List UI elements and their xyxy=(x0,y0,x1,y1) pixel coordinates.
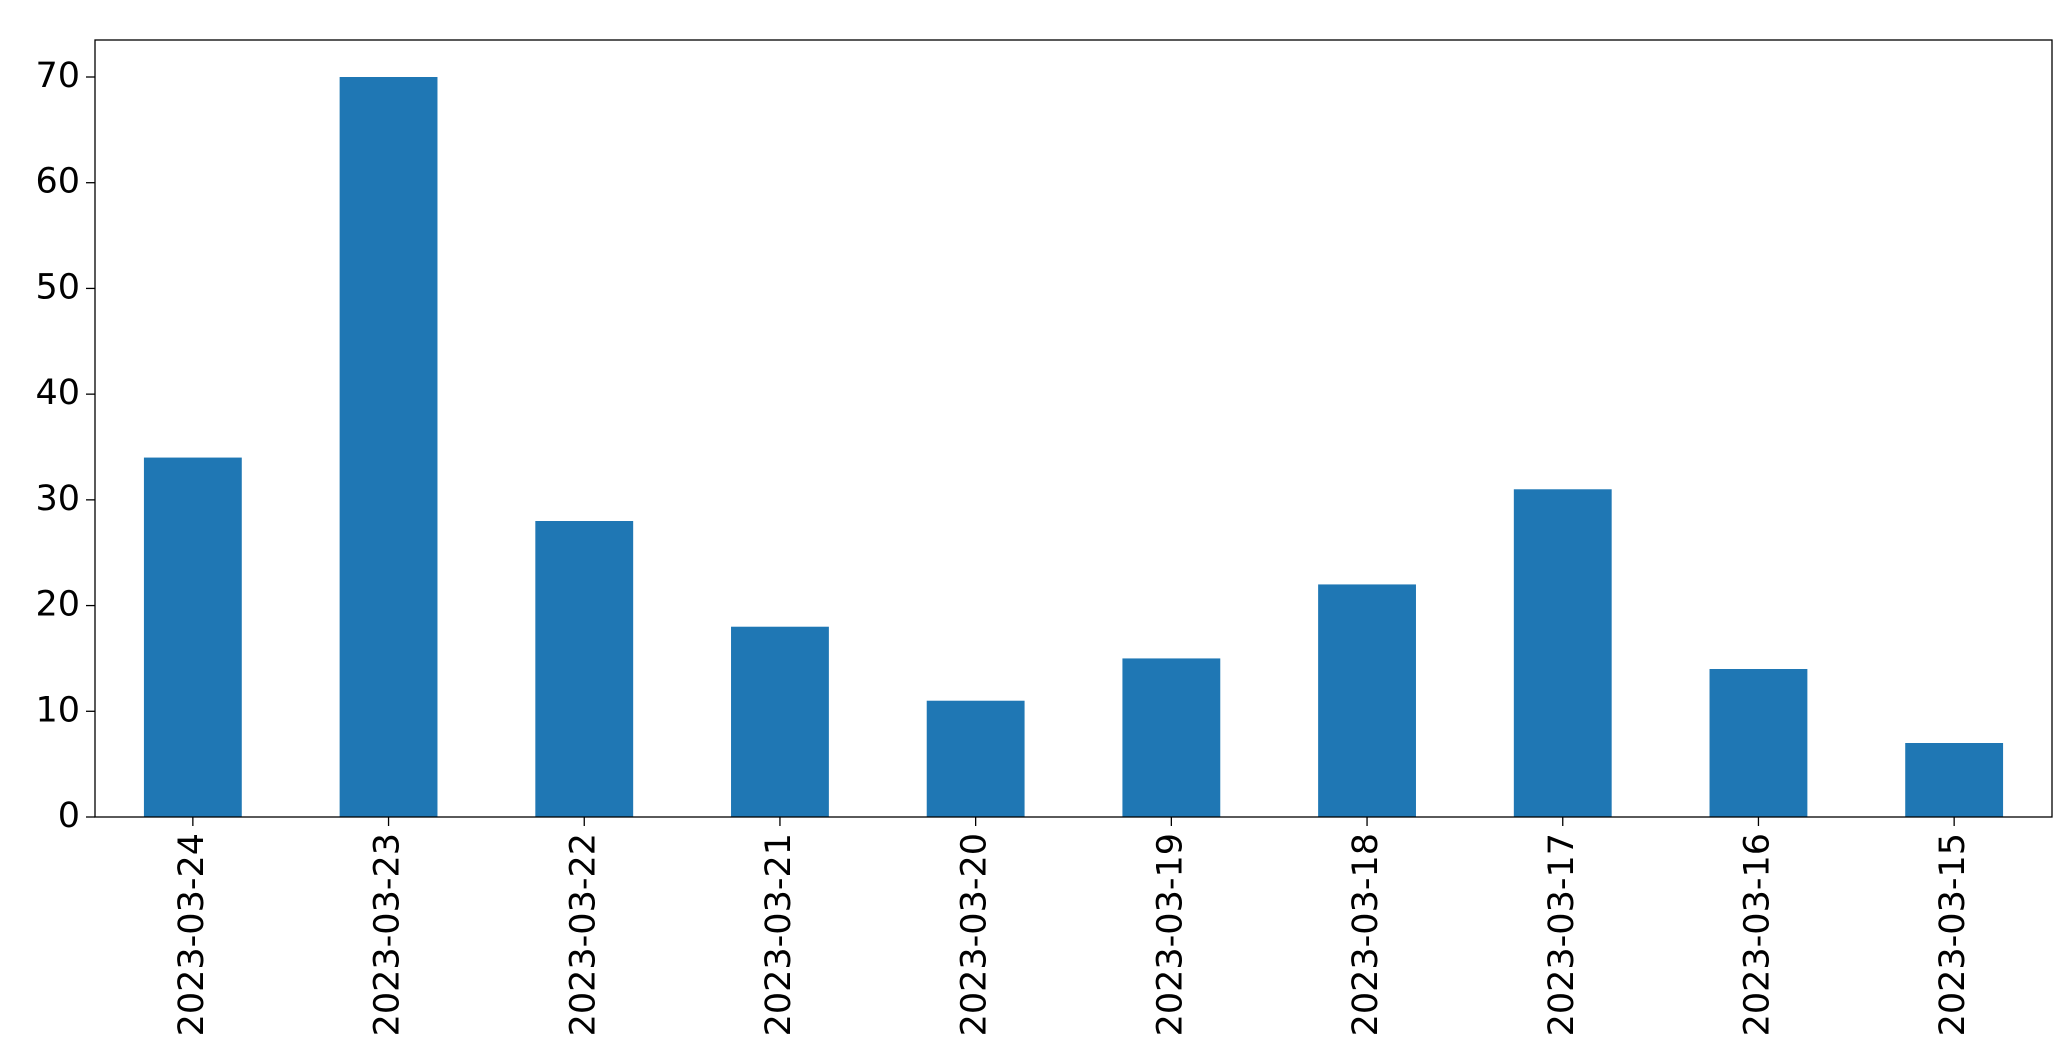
bar xyxy=(1318,584,1416,817)
y-tick-label: 50 xyxy=(35,267,80,307)
x-tick-label: 2023-03-18 xyxy=(1346,833,1386,1036)
x-tick-label: 2023-03-22 xyxy=(563,833,603,1036)
y-tick-label: 10 xyxy=(35,690,80,730)
x-tick-label: 2023-03-21 xyxy=(759,833,799,1036)
bar xyxy=(1905,743,2004,817)
x-tick-label: 2023-03-16 xyxy=(1737,833,1777,1036)
x-tick-label: 2023-03-15 xyxy=(1933,833,1973,1036)
y-tick-label: 40 xyxy=(35,373,80,413)
y-tick-label: 0 xyxy=(58,796,80,836)
bar xyxy=(926,700,1025,817)
bar xyxy=(535,521,634,817)
bar xyxy=(143,457,242,817)
x-tick-label: 2023-03-23 xyxy=(368,833,408,1036)
y-tick-label: 60 xyxy=(35,162,80,202)
y-tick-label: 20 xyxy=(35,585,80,625)
y-tick-label: 30 xyxy=(35,479,80,519)
bar xyxy=(1513,489,1612,817)
x-tick-label: 2023-03-24 xyxy=(172,833,212,1036)
bar xyxy=(1709,669,1808,817)
y-tick-label: 70 xyxy=(35,56,80,96)
bar xyxy=(339,77,438,817)
x-tick-label: 2023-03-19 xyxy=(1150,833,1190,1036)
x-tick-label: 2023-03-17 xyxy=(1542,833,1582,1036)
bar xyxy=(1122,658,1221,817)
bar xyxy=(731,626,829,817)
x-tick-label: 2023-03-20 xyxy=(955,833,995,1036)
plot-frame xyxy=(94,39,2053,818)
